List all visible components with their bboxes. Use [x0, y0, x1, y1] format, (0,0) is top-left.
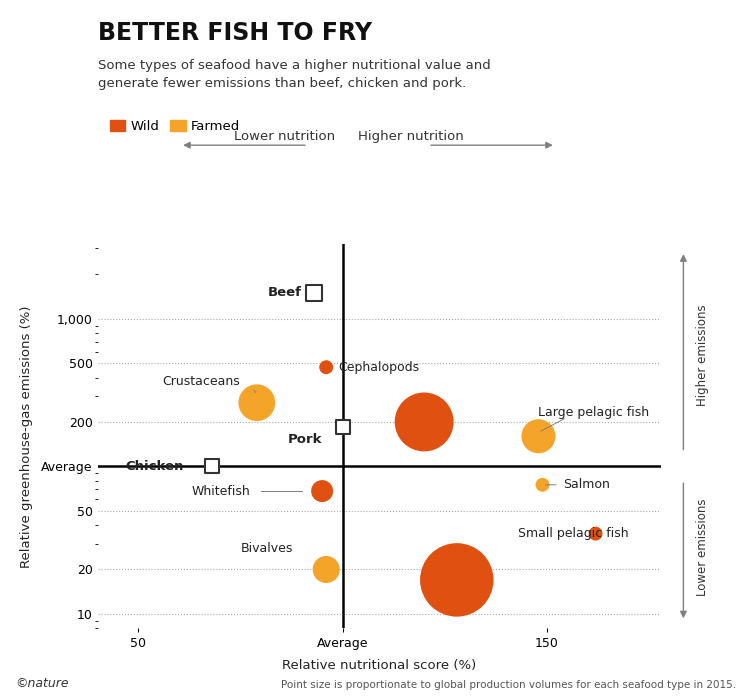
Text: Chicken: Chicken: [125, 460, 183, 473]
Legend: Wild, Farmed: Wild, Farmed: [104, 114, 246, 138]
Point: [451, 574, 463, 586]
Point: [316, 486, 328, 497]
Text: Crustaceans: Crustaceans: [163, 375, 240, 388]
Point: [206, 461, 218, 472]
Text: Pork: Pork: [288, 433, 322, 446]
Text: Lower emissions: Lower emissions: [695, 498, 709, 596]
Point: [308, 288, 320, 299]
Point: [532, 431, 544, 442]
Text: Some types of seafood have a higher nutritional value and
generate fewer emissio: Some types of seafood have a higher nutr…: [98, 59, 490, 90]
X-axis label: Relative nutritional score (%): Relative nutritional score (%): [282, 658, 476, 671]
Text: Small pelagic fish: Small pelagic fish: [518, 527, 629, 540]
Text: Bivalves: Bivalves: [241, 542, 294, 555]
Point: [251, 397, 263, 408]
Point: [536, 480, 548, 491]
Text: Salmon: Salmon: [563, 478, 610, 491]
Text: Higher nutrition: Higher nutrition: [357, 130, 463, 143]
Point: [336, 422, 348, 433]
Y-axis label: Relative greenhouse-gas emissions (%): Relative greenhouse-gas emissions (%): [20, 305, 33, 567]
Text: Large pelagic fish: Large pelagic fish: [538, 406, 650, 419]
Point: [320, 362, 332, 373]
Text: BETTER FISH TO FRY: BETTER FISH TO FRY: [98, 21, 372, 45]
Point: [320, 564, 332, 575]
Text: Cephalopods: Cephalopods: [339, 361, 420, 373]
Text: Higher emissions: Higher emissions: [695, 304, 709, 406]
Text: ©nature: ©nature: [15, 676, 68, 690]
Text: Whitefish: Whitefish: [192, 484, 250, 498]
Point: [418, 417, 430, 428]
Text: Lower nutrition: Lower nutrition: [234, 130, 335, 143]
Point: [590, 528, 602, 540]
Text: Point size is proportionate to global production volumes for each seafood type i: Point size is proportionate to global pr…: [281, 680, 736, 690]
Text: Beef: Beef: [267, 286, 302, 299]
